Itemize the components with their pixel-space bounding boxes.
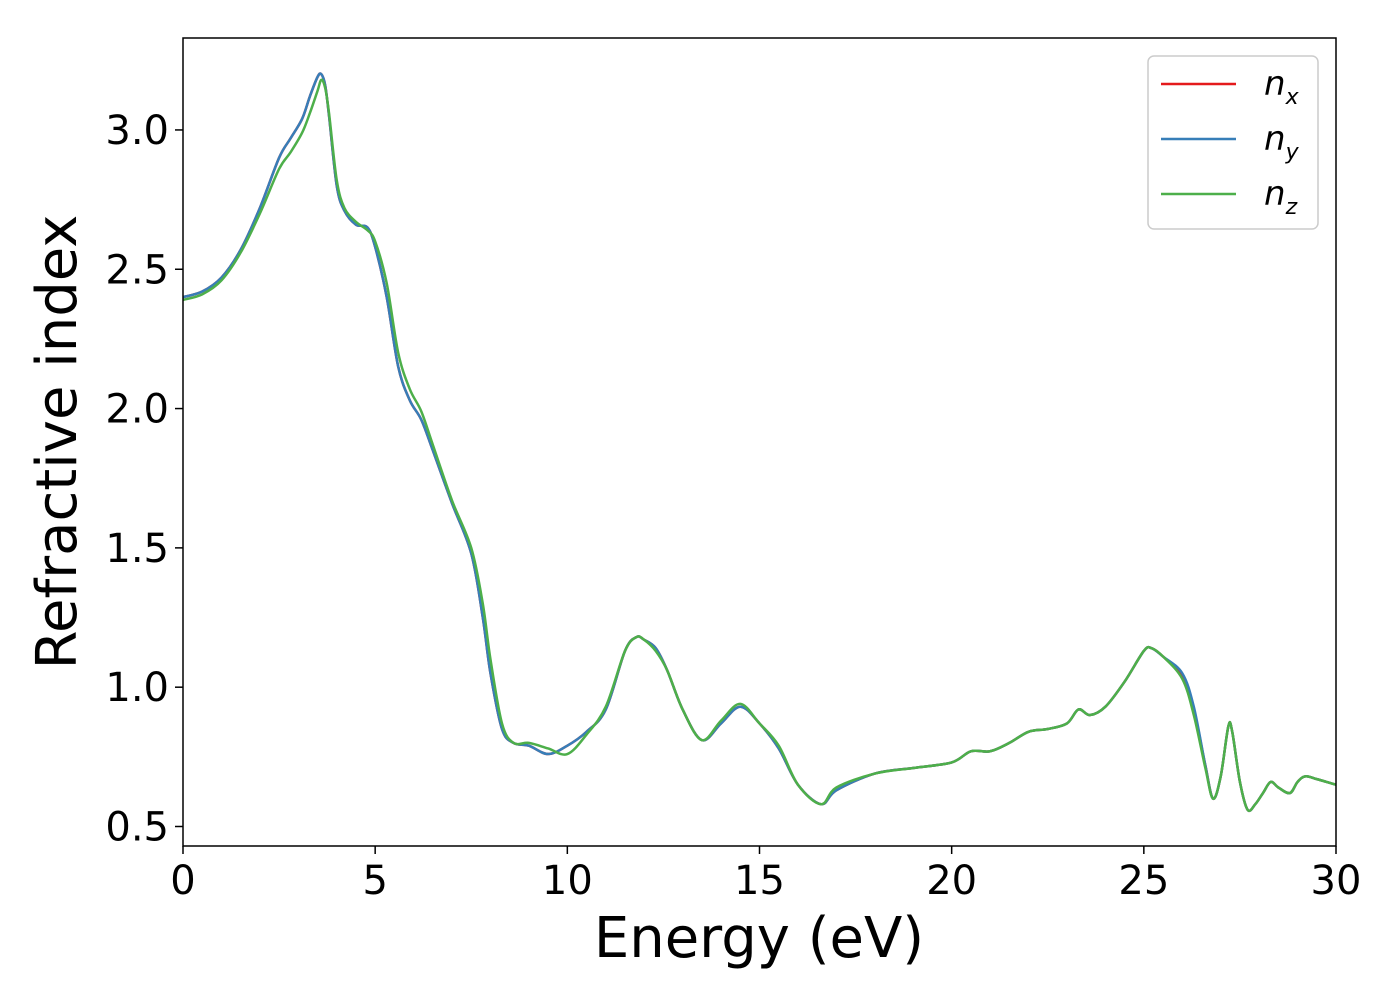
y-axis-label: Refractive index	[25, 215, 90, 670]
legend: nx ny nz	[1147, 55, 1319, 230]
x-tick-label: 20	[926, 858, 977, 904]
legend-label-ny: ny	[1264, 119, 1300, 165]
series-line-nz	[182, 78, 1337, 813]
x-tick-label: 0	[170, 858, 195, 904]
y-tick-label: 1.0	[105, 665, 169, 711]
legend-label-nz: nz	[1264, 174, 1298, 220]
y-axis: 0.5 1.0 1.5 2.0 2.5 3.0	[105, 108, 183, 850]
x-tick-label: 10	[542, 858, 593, 904]
y-tick-label: 2.5	[105, 247, 169, 293]
legend-box	[1147, 55, 1319, 230]
y-tick-label: 3.0	[105, 108, 169, 154]
x-tick-label: 15	[734, 858, 785, 904]
x-axis-label: Energy (eV)	[594, 906, 924, 971]
legend-label-nx: nx	[1264, 64, 1300, 110]
y-tick-label: 0.5	[105, 804, 169, 850]
y-tick-label: 1.5	[105, 526, 169, 572]
x-axis: 0 5 10 15 20 25 30	[170, 846, 1361, 904]
series-layer	[182, 72, 1337, 813]
legend-items: nx ny nz	[1161, 64, 1300, 220]
x-tick-label: 25	[1118, 858, 1169, 904]
y-tick-label: 2.0	[105, 387, 169, 433]
x-tick-label: 5	[362, 858, 387, 904]
x-tick-label: 30	[1311, 858, 1362, 904]
